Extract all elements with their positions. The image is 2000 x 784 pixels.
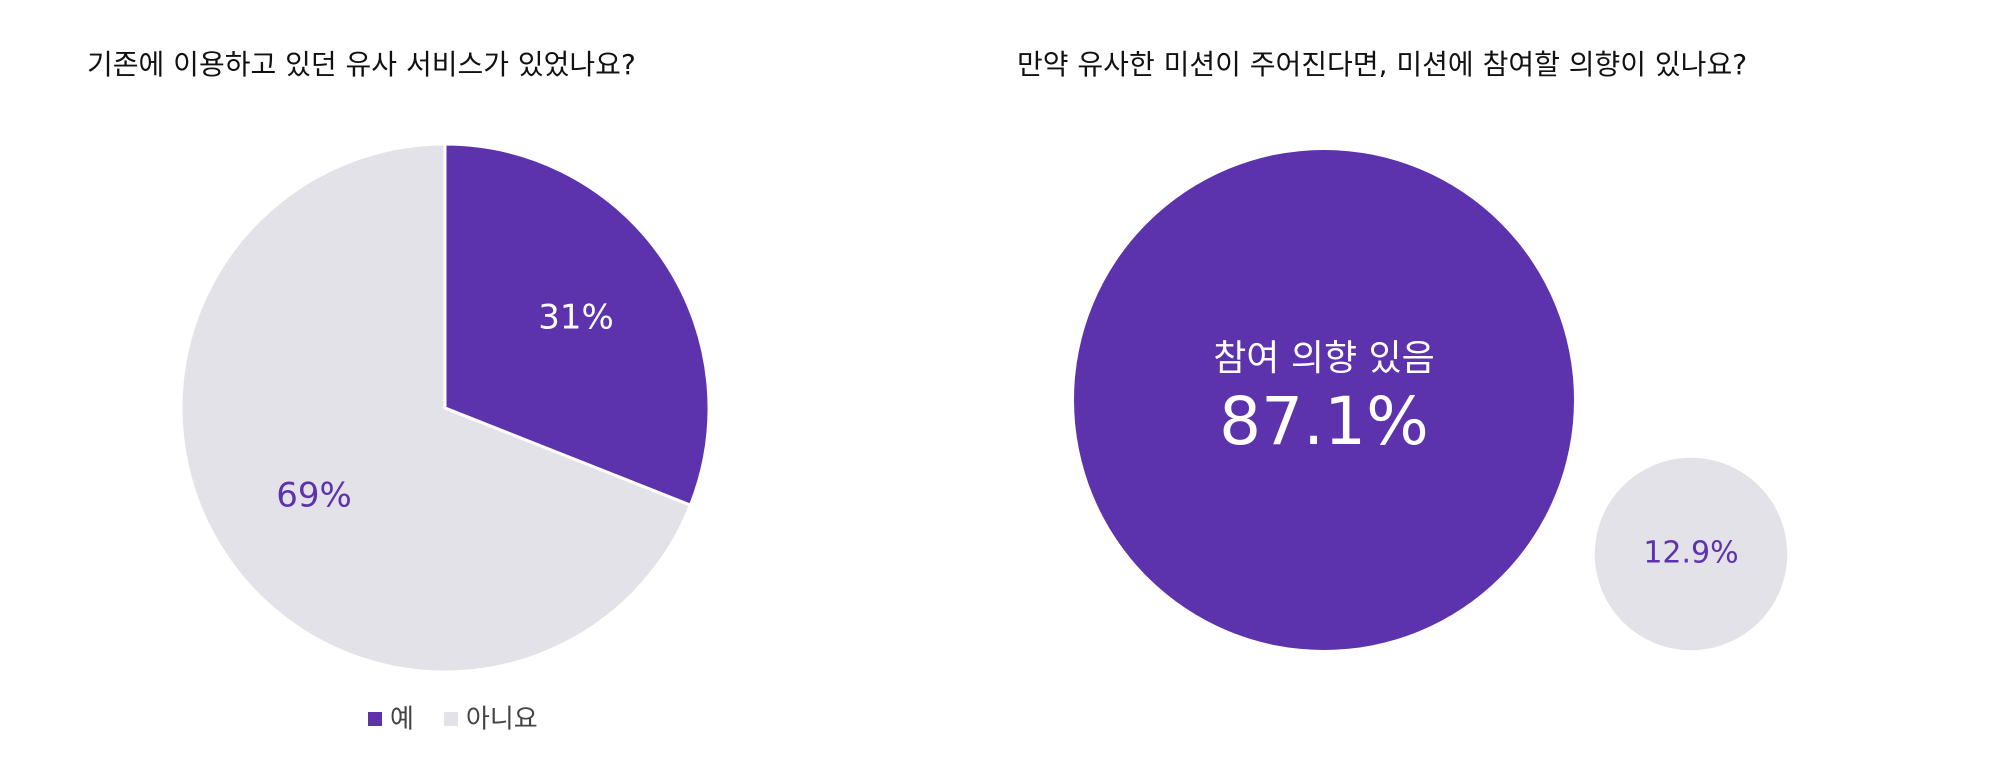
data-label: 87.1% (1219, 383, 1429, 460)
legend-label: 예 (390, 705, 414, 735)
pie-slice (179, 142, 693, 674)
bubble (1594, 457, 1788, 651)
bubble-label: 참여 의향 있음 (1213, 338, 1435, 379)
bubble (1074, 150, 1574, 650)
chart-title: 만약 유사한 미션이 주어진다면, 미션에 참여할 의향이 있나요? (1017, 48, 1747, 81)
chart-title: 기존에 이용하고 있던 유사 서비스가 있었나요? (87, 48, 636, 81)
data-label: 12.9% (1643, 536, 1738, 571)
legend-label: 아니요 (466, 705, 538, 735)
legend-swatch (368, 712, 382, 726)
pie-slice (443, 142, 711, 508)
data-label: 69% (276, 476, 352, 516)
data-label: 31% (538, 297, 614, 337)
legend-swatch (443, 712, 458, 726)
